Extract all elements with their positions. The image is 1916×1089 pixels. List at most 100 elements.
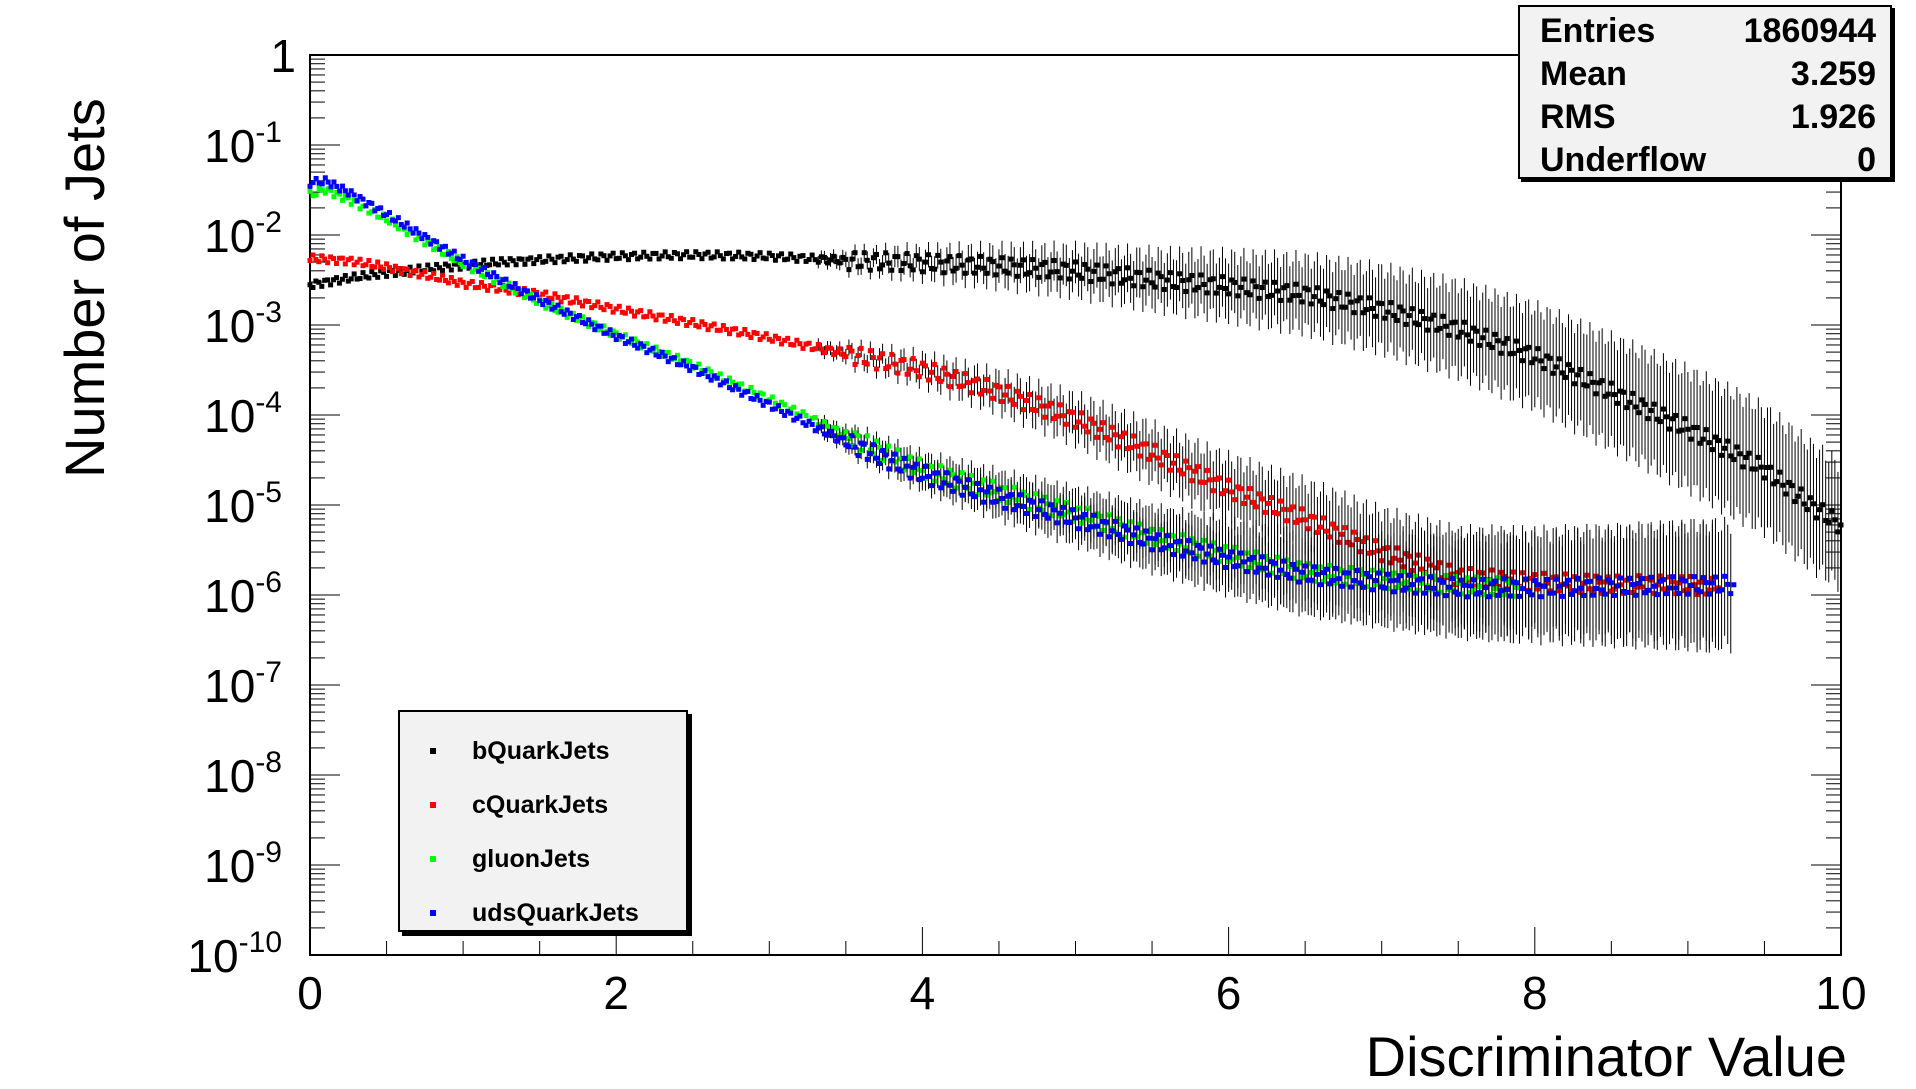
data-point	[1201, 282, 1207, 288]
data-point	[861, 441, 867, 447]
data-point	[1051, 416, 1057, 422]
data-point	[638, 341, 644, 347]
data-point	[345, 278, 351, 284]
data-point	[580, 303, 586, 309]
data-point	[953, 368, 959, 374]
data-point	[1584, 383, 1590, 389]
data-point	[576, 299, 582, 305]
data-point	[1391, 313, 1397, 319]
data-point	[1073, 259, 1078, 265]
data-point	[331, 256, 337, 262]
data-point	[1544, 353, 1550, 359]
data-point	[938, 259, 944, 265]
data-point	[1192, 556, 1198, 562]
data-point	[549, 306, 555, 312]
data-point	[1618, 575, 1624, 581]
data-point	[757, 250, 763, 256]
data-point	[904, 250, 910, 256]
data-point	[491, 270, 497, 276]
data-point	[898, 357, 904, 363]
data-point	[564, 257, 570, 263]
data-point	[1177, 271, 1183, 277]
data-point	[873, 251, 879, 257]
data-point	[996, 384, 1002, 390]
data-point	[401, 266, 407, 272]
data-point	[1599, 587, 1605, 593]
data-point	[1005, 493, 1011, 499]
data-point	[730, 379, 736, 385]
data-point	[886, 260, 892, 266]
data-point	[987, 256, 993, 262]
data-point	[552, 308, 558, 314]
data-point	[1045, 515, 1051, 521]
data-point	[1216, 284, 1222, 290]
data-point	[527, 291, 533, 297]
data-point	[647, 309, 653, 315]
data-point	[1216, 475, 1222, 481]
data-point	[1272, 279, 1278, 285]
data-point	[993, 499, 999, 505]
data-point	[843, 442, 849, 448]
data-point	[604, 257, 610, 263]
data-point	[540, 302, 546, 308]
data-point	[325, 260, 331, 266]
data-point	[1149, 452, 1155, 458]
data-point	[595, 299, 601, 305]
data-point	[935, 470, 941, 476]
data-point	[1373, 578, 1379, 584]
data-point	[1085, 527, 1091, 533]
data-point	[404, 266, 410, 272]
data-point	[1480, 576, 1486, 582]
data-point	[1483, 327, 1489, 333]
data-point	[1048, 269, 1054, 275]
data-point	[1137, 270, 1143, 276]
data-point	[975, 376, 981, 382]
data-point	[1002, 505, 1008, 511]
data-point	[1422, 590, 1428, 596]
data-point	[840, 254, 846, 260]
data-point	[451, 261, 457, 267]
data-point	[366, 275, 372, 281]
data-point	[947, 254, 953, 260]
data-point	[1565, 577, 1571, 583]
data-point	[1008, 492, 1014, 498]
data-point	[478, 262, 484, 268]
data-point	[1060, 413, 1066, 419]
data-point	[1621, 588, 1627, 594]
data-point	[307, 282, 313, 288]
data-point	[494, 288, 500, 294]
data-point	[828, 257, 834, 263]
data-point	[959, 470, 965, 476]
data-point	[472, 262, 478, 268]
data-point	[681, 317, 687, 323]
data-point	[372, 272, 378, 278]
data-point	[1063, 519, 1069, 525]
data-point	[1550, 590, 1556, 596]
data-point	[1758, 464, 1764, 470]
data-point	[360, 203, 366, 209]
data-point	[1066, 520, 1072, 526]
data-point	[693, 249, 699, 255]
data-point	[1605, 577, 1611, 583]
data-point	[419, 268, 425, 274]
data-point	[1033, 265, 1039, 271]
data-point	[748, 384, 754, 390]
data-point	[1532, 578, 1538, 584]
data-point	[457, 260, 463, 266]
data-point	[782, 257, 788, 263]
data-point	[739, 331, 745, 337]
data-point	[1765, 464, 1771, 470]
data-point	[537, 298, 543, 304]
data-point	[546, 303, 552, 309]
data-point	[772, 400, 778, 406]
data-point	[1103, 263, 1109, 269]
data-point	[708, 377, 714, 383]
data-point	[901, 261, 907, 267]
data-point	[1244, 494, 1250, 500]
data-point	[348, 276, 354, 282]
data-point	[1501, 576, 1507, 582]
data-point	[769, 406, 775, 412]
data-point	[1232, 497, 1238, 503]
data-point	[573, 314, 579, 320]
data-point	[1131, 433, 1137, 439]
